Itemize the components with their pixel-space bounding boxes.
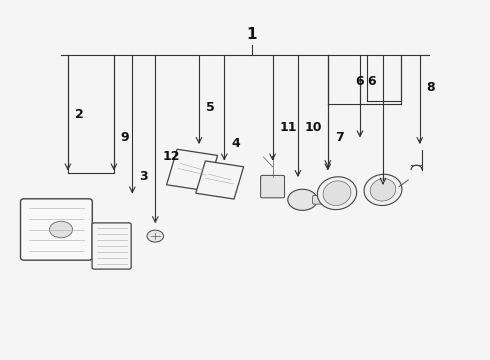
- Ellipse shape: [318, 177, 357, 210]
- Text: 12: 12: [162, 150, 180, 163]
- Text: 2: 2: [75, 108, 84, 121]
- Text: 11: 11: [279, 121, 297, 134]
- Text: 7: 7: [335, 131, 343, 144]
- FancyBboxPatch shape: [21, 199, 92, 260]
- Polygon shape: [167, 149, 218, 191]
- Text: 9: 9: [121, 131, 129, 144]
- Circle shape: [49, 221, 73, 238]
- Text: 6: 6: [367, 75, 375, 87]
- Text: 10: 10: [305, 121, 322, 134]
- Ellipse shape: [370, 179, 396, 201]
- Text: 6: 6: [356, 75, 364, 87]
- Text: 8: 8: [427, 81, 435, 94]
- Ellipse shape: [323, 181, 351, 206]
- Text: 3: 3: [139, 170, 148, 183]
- Ellipse shape: [364, 174, 402, 206]
- Polygon shape: [196, 161, 244, 199]
- FancyBboxPatch shape: [261, 175, 285, 198]
- Circle shape: [288, 189, 317, 210]
- Text: 5: 5: [206, 101, 215, 114]
- FancyBboxPatch shape: [92, 223, 131, 269]
- Circle shape: [147, 230, 164, 242]
- Text: 4: 4: [231, 137, 240, 150]
- FancyBboxPatch shape: [313, 195, 331, 204]
- Text: 1: 1: [246, 27, 257, 42]
